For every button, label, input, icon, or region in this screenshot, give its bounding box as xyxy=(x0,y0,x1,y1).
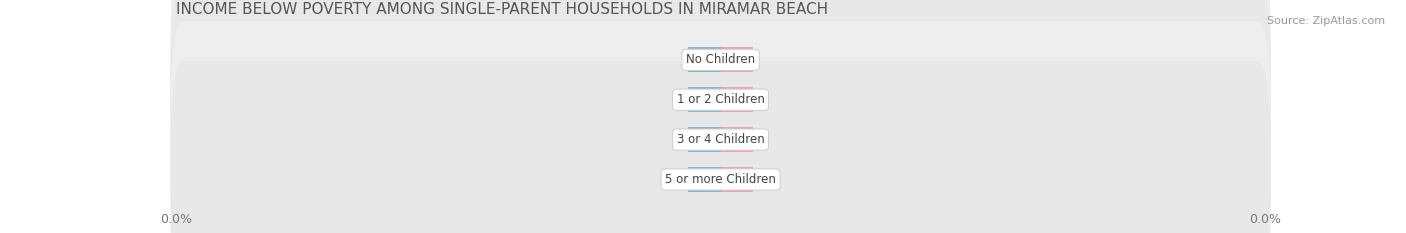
Bar xyxy=(721,127,754,152)
Bar xyxy=(688,87,721,112)
Bar xyxy=(688,167,721,192)
Bar xyxy=(721,167,754,192)
Bar xyxy=(688,127,721,152)
Text: Source: ZipAtlas.com: Source: ZipAtlas.com xyxy=(1267,16,1385,26)
FancyBboxPatch shape xyxy=(170,0,1271,178)
Text: 0.0%: 0.0% xyxy=(721,135,752,145)
Text: 0.0%: 0.0% xyxy=(721,175,752,185)
Bar xyxy=(688,48,721,72)
Text: 0.0%: 0.0% xyxy=(721,95,752,105)
Text: 0.0%: 0.0% xyxy=(689,95,720,105)
FancyBboxPatch shape xyxy=(170,21,1271,233)
Text: 0.0%: 0.0% xyxy=(689,175,720,185)
Text: 3 or 4 Children: 3 or 4 Children xyxy=(676,133,765,146)
Text: 0.0%: 0.0% xyxy=(721,55,752,65)
Text: 1 or 2 Children: 1 or 2 Children xyxy=(676,93,765,106)
Text: INCOME BELOW POVERTY AMONG SINGLE-PARENT HOUSEHOLDS IN MIRAMAR BEACH: INCOME BELOW POVERTY AMONG SINGLE-PARENT… xyxy=(176,2,828,17)
Text: 5 or more Children: 5 or more Children xyxy=(665,173,776,186)
Text: No Children: No Children xyxy=(686,53,755,66)
FancyBboxPatch shape xyxy=(170,61,1271,233)
Text: 0.0%: 0.0% xyxy=(689,135,720,145)
Bar xyxy=(721,48,754,72)
Text: 0.0%: 0.0% xyxy=(689,55,720,65)
Bar xyxy=(721,87,754,112)
FancyBboxPatch shape xyxy=(170,0,1271,218)
